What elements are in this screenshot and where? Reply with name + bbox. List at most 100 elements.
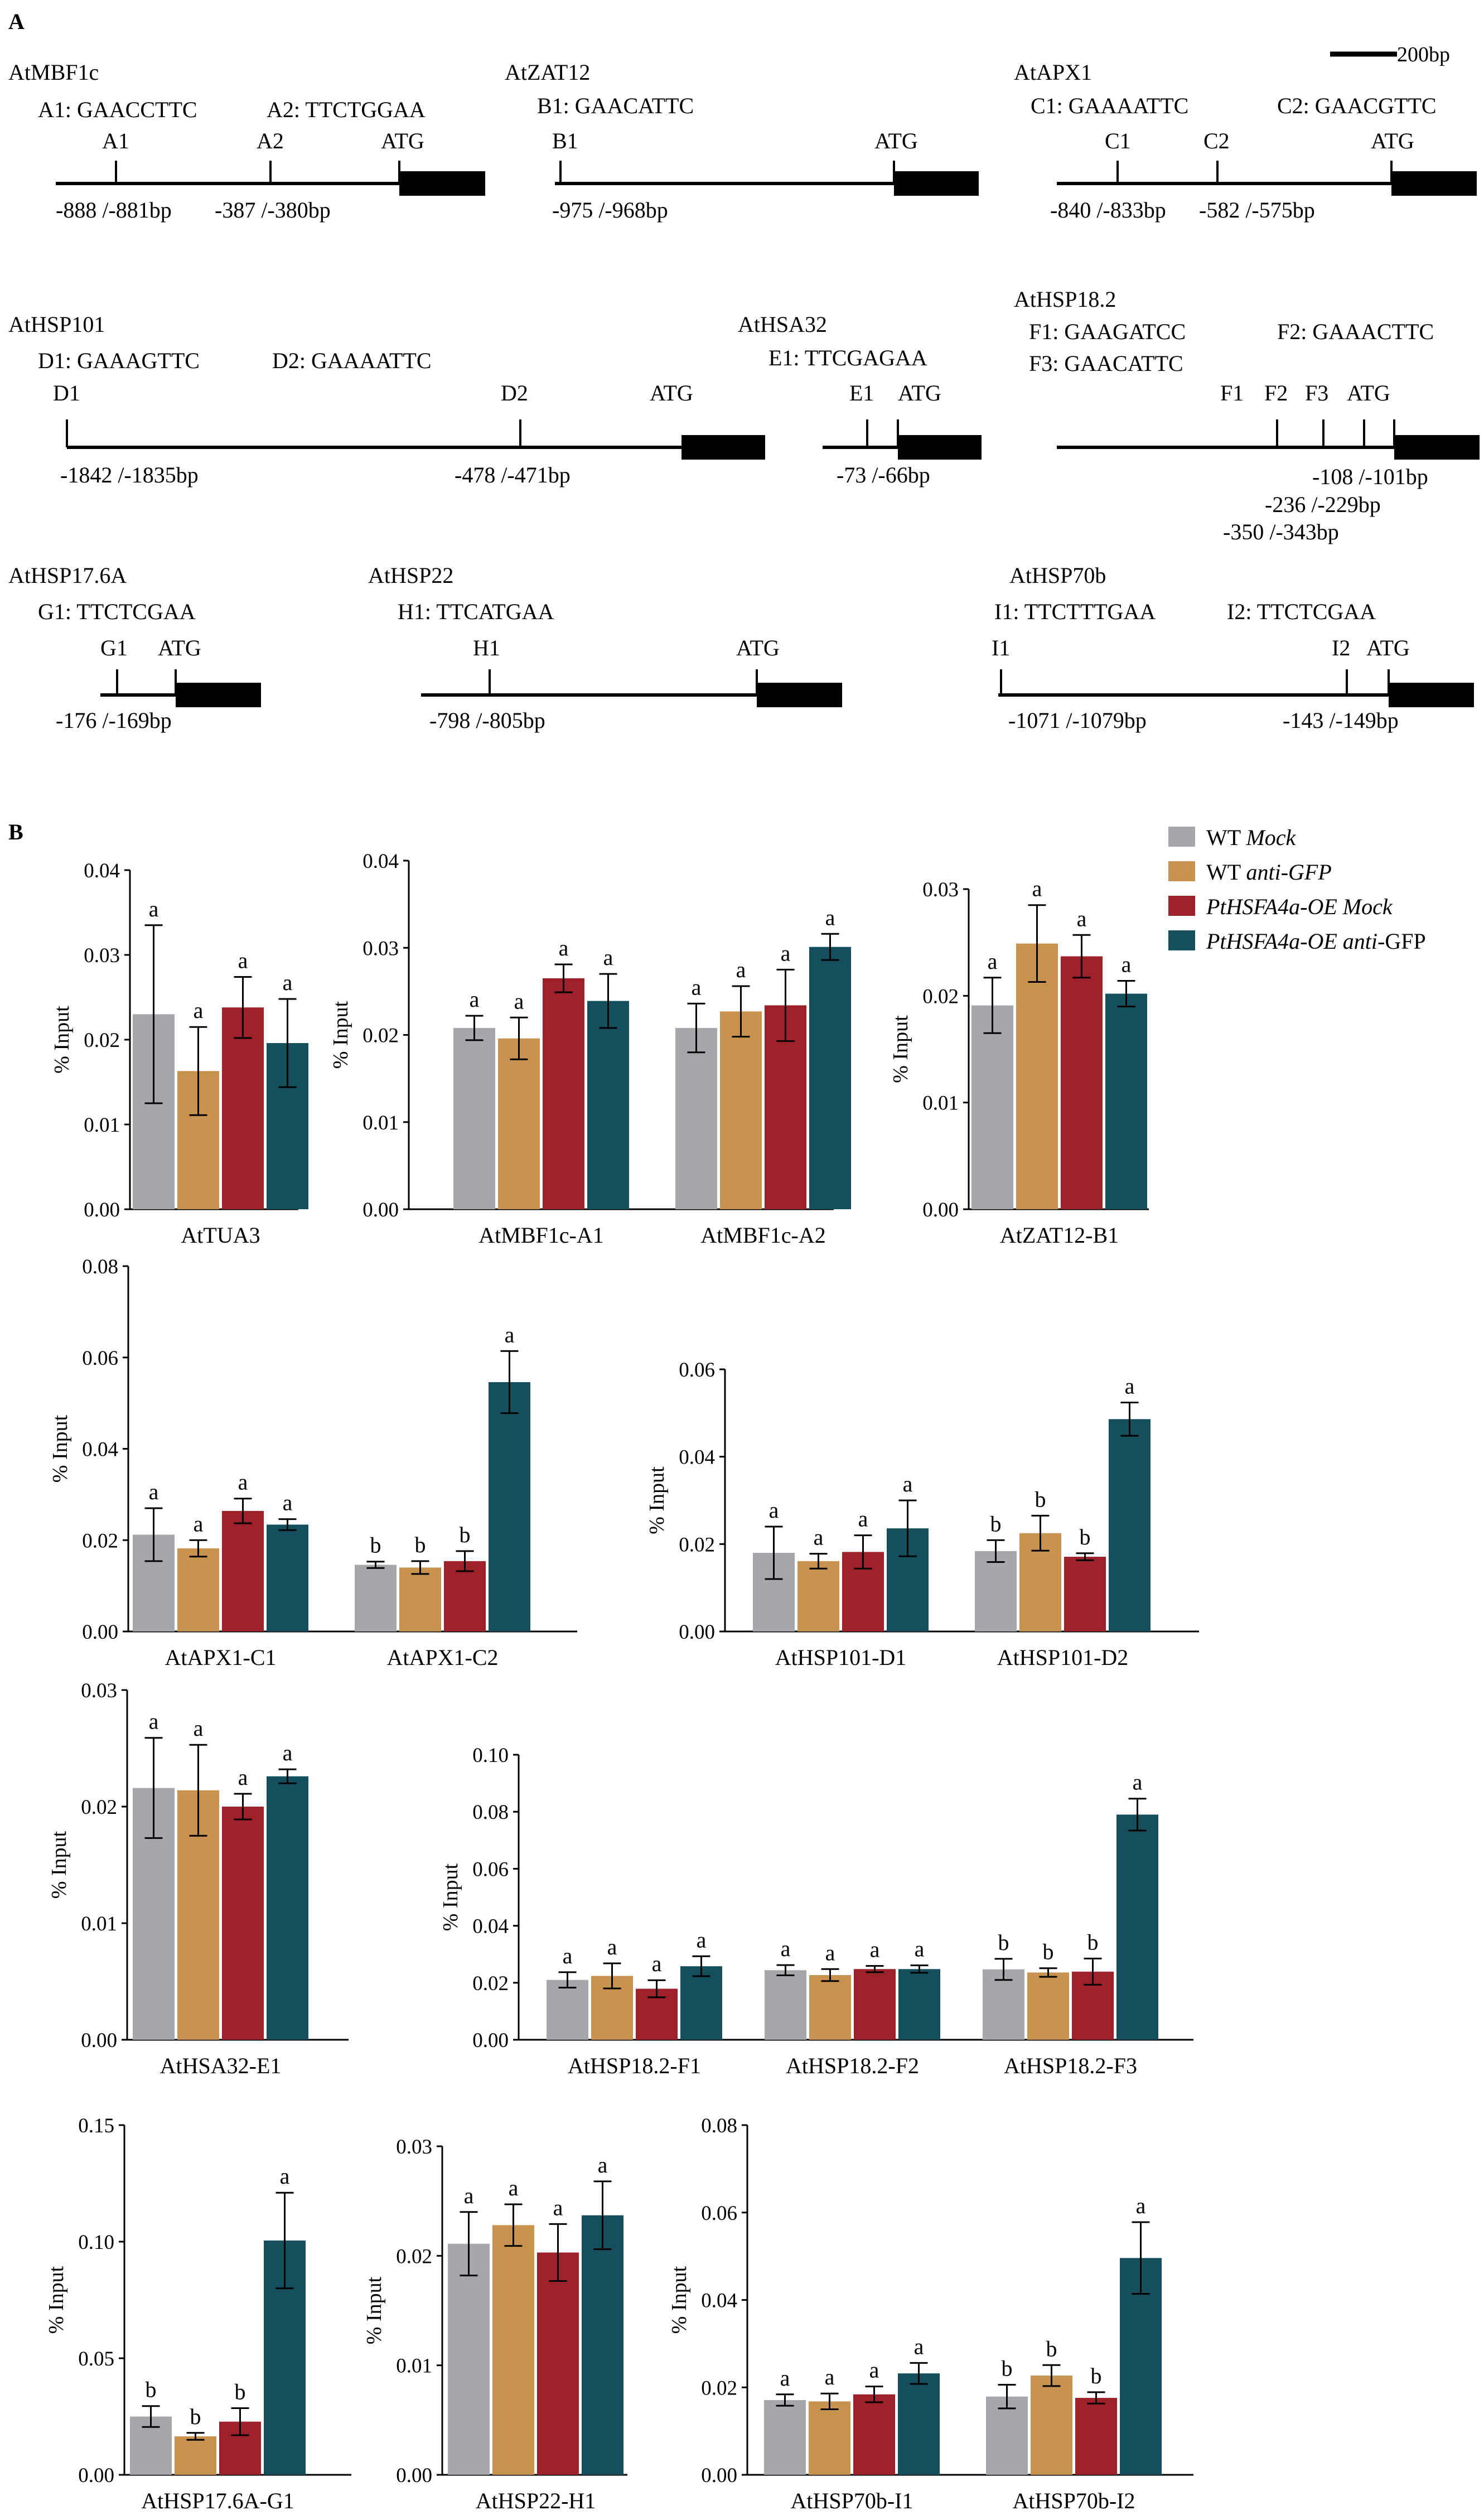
element-label: C1: GAAAATTC	[1031, 93, 1188, 118]
legend: WT Mock WT anti-GFP PtHSFA4a-OE Mock PtH…	[1168, 825, 1426, 954]
category-label: AtTUA3	[181, 1223, 260, 1248]
element-label: C2: GAACGTTC	[1277, 93, 1437, 118]
significance-letter: b	[990, 1511, 1002, 1536]
significance-letter: a	[652, 1951, 662, 1976]
bar	[177, 1548, 219, 1631]
significance-letter: a	[194, 998, 204, 1023]
category-label: AtHSP101-D2	[997, 1645, 1129, 1670]
site-mark: B1	[552, 128, 578, 153]
significance-letter: a	[814, 1525, 824, 1550]
y-tick-label: 0.02	[362, 1025, 399, 1047]
element-label: I2: TTCTCGAA	[1227, 599, 1376, 624]
significance-letter: a	[603, 945, 613, 970]
significance-letter: a	[553, 2195, 563, 2220]
category-label: AtMBF1c-A2	[700, 1223, 825, 1248]
y-axis-label: % Input	[889, 1015, 912, 1083]
bar	[680, 1966, 722, 2040]
category-label: AtMBF1c-A1	[478, 1223, 603, 1248]
bar	[853, 2394, 895, 2475]
element-label: I1: TTCTTTGAA	[994, 599, 1156, 624]
site-mark: F3	[1305, 380, 1328, 405]
element-label: A2: TTCTGGAA	[267, 97, 426, 122]
gene-athsp101: AtHSP101 D1: GAAAGTTC D2: GAAAATTC D1 D2…	[8, 312, 765, 487]
position-label: -1071 /-1079bp	[1008, 708, 1147, 733]
site-mark: F2	[1264, 380, 1288, 405]
significance-letter: a	[505, 1322, 515, 1347]
gene-name: AtHSP70b	[1009, 563, 1106, 588]
site-mark: I2	[1332, 635, 1350, 660]
coding-box	[1391, 171, 1477, 196]
coding-box	[757, 683, 842, 707]
y-tick-label: 0.03	[81, 1679, 117, 1702]
gene-name: AtHSP101	[8, 312, 105, 337]
bar	[355, 1565, 397, 1631]
significance-letter: a	[1133, 1770, 1143, 1795]
y-tick-label: 0.06	[82, 1347, 118, 1370]
significance-letter: a	[825, 1940, 835, 1965]
atg-label: ATG	[158, 635, 201, 660]
category-label: AtAPX1-C2	[386, 1645, 498, 1670]
y-tick-label: 0.10	[472, 1744, 509, 1767]
bar	[1075, 2398, 1117, 2475]
atg-label: ATG	[1371, 128, 1414, 153]
significance-letter: a	[238, 1765, 248, 1790]
significance-letter: b	[415, 1532, 426, 1557]
chart-athsp22-h1: 0.00 0.01 0.02 0.03 % Input a a a a AtHSP22-H1	[362, 2136, 627, 2513]
y-tick-label: 0.08	[701, 2115, 737, 2137]
y-tick-label: 0.02	[81, 1796, 117, 1819]
chart-athsa32-e1: 0.00 0.01 0.02 0.03 % Input a a a a AtHSA32-E1	[47, 1679, 349, 2078]
bar	[1105, 993, 1147, 1209]
bar	[1027, 1972, 1069, 2040]
y-tick-label: 0.08	[82, 1256, 118, 1278]
y-axis-label: % Input	[668, 2266, 691, 2334]
gene-atzat12: AtZAT12 B1: GAACATTC B1 ATG -975 /-968bp	[505, 60, 979, 223]
y-tick-label: 0.15	[78, 2115, 114, 2137]
significance-letter: a	[464, 2183, 474, 2208]
significance-letter: a	[736, 957, 746, 982]
bar	[444, 1561, 486, 1631]
position-label: -975 /-968bp	[552, 197, 668, 223]
category-label: AtHSP18.2-F1	[568, 2053, 701, 2078]
chart-athsp70b-i1-athsp70b-i2: 0.00 0.02 0.04 0.06 0.08 % Input a a a a AtHSP70b-…	[668, 2115, 1193, 2513]
y-tick-label: 0.00	[679, 1621, 715, 1644]
significance-letter: a	[692, 974, 702, 1000]
gene-name: AtHSP18.2	[1014, 287, 1116, 312]
position-label: -176 /-169bp	[56, 708, 172, 733]
y-axis-label: % Input	[645, 1466, 669, 1534]
gene-name: AtAPX1	[1014, 60, 1092, 85]
bar	[587, 1001, 629, 1209]
bar	[983, 1969, 1024, 2040]
significance-letter: a	[283, 1740, 293, 1765]
significance-letter: a	[781, 940, 791, 965]
bar	[898, 1969, 940, 2040]
category-label: AtHSP18.2-F3	[1004, 2053, 1137, 2078]
significance-letter: a	[1122, 952, 1132, 977]
category-label: AtHSP101-D1	[775, 1645, 907, 1670]
y-tick-label: 0.00	[922, 1199, 959, 1222]
gene-athsp18-2: AtHSP18.2 F1: GAAGATCC F2: GAAACTTC F3: …	[1014, 287, 1480, 544]
category-label: AtZAT12-B1	[1000, 1223, 1119, 1248]
significance-letter: a	[238, 948, 248, 973]
y-axis-label: % Input	[362, 2276, 386, 2344]
y-tick-label: 0.02	[472, 1972, 509, 1995]
bar	[222, 1510, 264, 1631]
significance-letter: a	[1125, 1374, 1135, 1399]
y-tick-label: 0.04	[82, 1438, 118, 1461]
significance-letter: a	[1032, 876, 1042, 901]
atg-label: ATG	[898, 380, 941, 405]
category-label: AtHSP70b-I1	[790, 2488, 913, 2513]
y-tick-label: 0.03	[84, 944, 120, 967]
bar	[175, 2436, 216, 2475]
significance-letter: a	[607, 1934, 617, 1959]
significance-letter: a	[1136, 2193, 1146, 2218]
bar	[809, 2401, 850, 2475]
chart-athsp101-d1-athsp101-d2: 0.00 0.02 0.04 0.06 % Input a a a a AtHSP101-D1 b b…	[645, 1359, 1199, 1670]
position-label: -143 /-149bp	[1283, 708, 1399, 733]
coding-box	[898, 435, 982, 460]
charts: 0.000.010.020.030.04% InputaaaaAtTUA30.0…	[45, 850, 1199, 2513]
bar	[399, 1567, 441, 1631]
coding-box	[681, 435, 765, 460]
significance-letter: b	[1080, 1524, 1091, 1549]
gene-athsp70b: AtHSP70b I1: TTCTTTGAA I2: TTCTCGAA I1 I…	[992, 563, 1474, 733]
